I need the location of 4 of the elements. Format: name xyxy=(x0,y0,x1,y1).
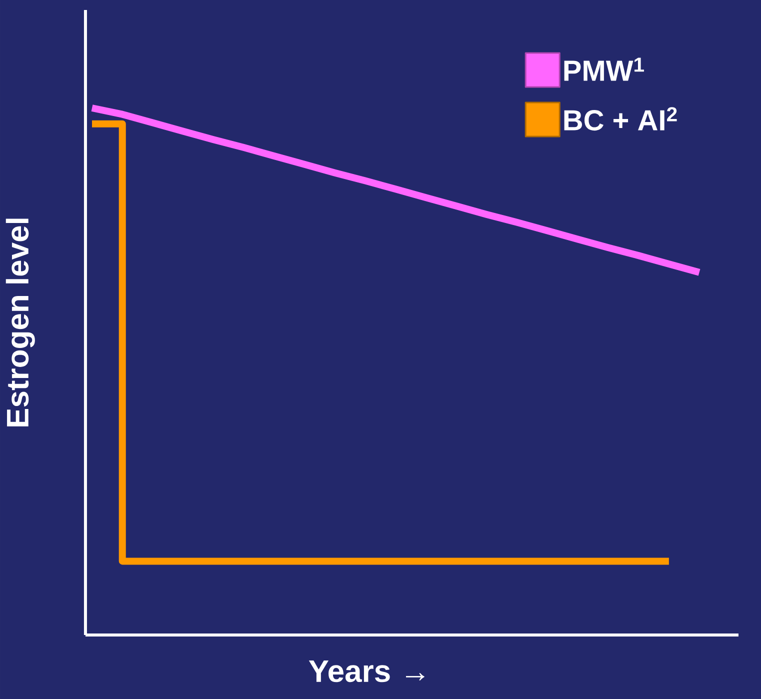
y-axis-title: Estrogen level xyxy=(6,218,35,426)
legend-label: PMW$^{1}$ xyxy=(564,58,644,81)
x-axis-title: Years → xyxy=(308,660,424,682)
legend-label: BC + AI$^{2}$ xyxy=(564,107,677,131)
